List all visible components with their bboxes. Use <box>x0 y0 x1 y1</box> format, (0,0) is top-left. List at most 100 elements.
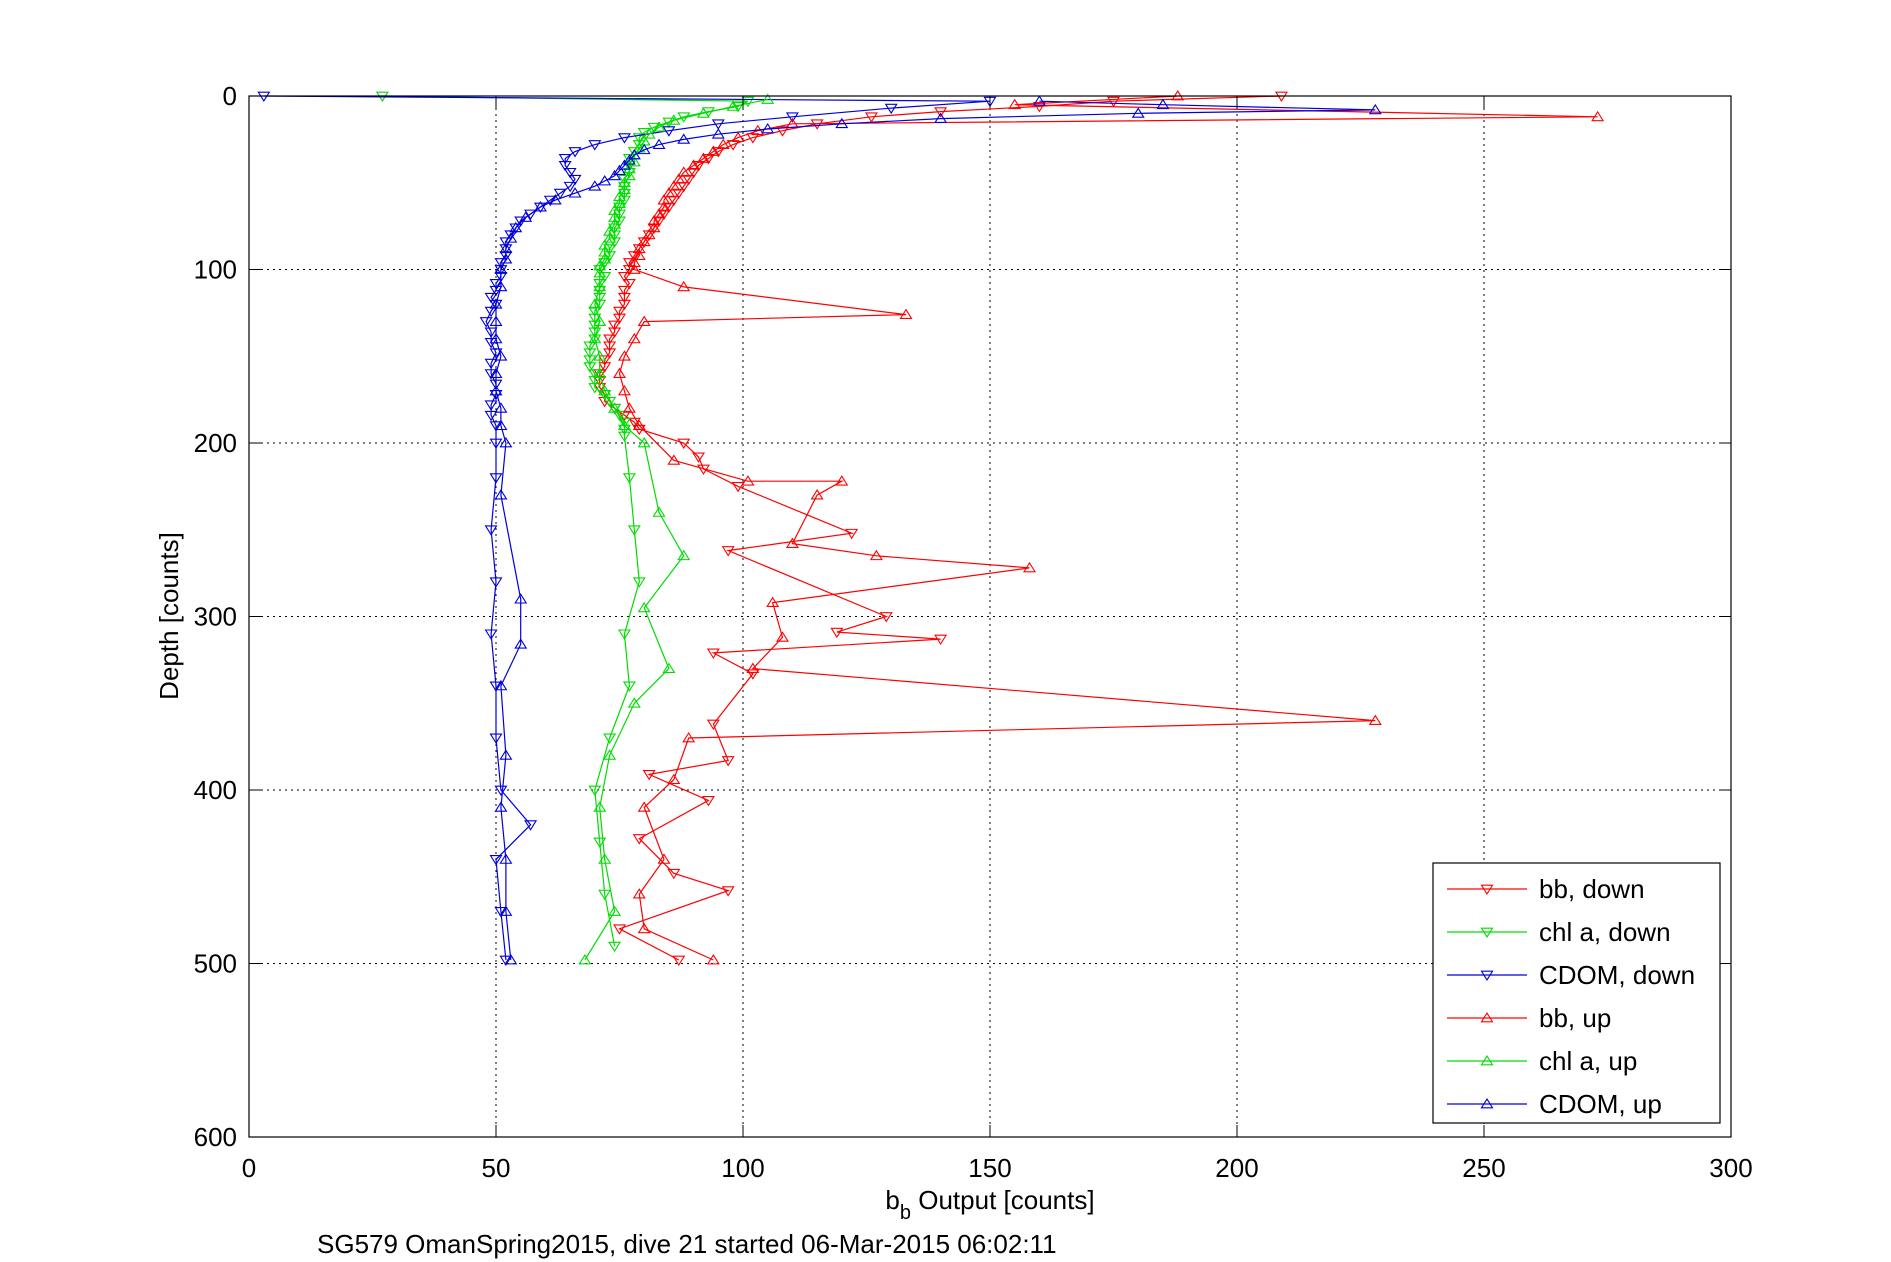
data-point <box>835 475 849 486</box>
data-point <box>761 122 775 134</box>
data-point <box>934 112 948 123</box>
data-point <box>484 292 498 304</box>
data-point <box>608 320 622 332</box>
data-point <box>652 506 666 517</box>
y-tick-label: 200 <box>194 428 237 458</box>
data-point <box>810 489 824 500</box>
data-point <box>588 785 602 796</box>
data-point <box>588 369 602 380</box>
data-point <box>637 922 651 934</box>
data-point <box>721 756 735 767</box>
data-point <box>662 187 676 198</box>
x-tick-label: 100 <box>721 1153 764 1183</box>
data-point <box>632 133 646 144</box>
data-point <box>632 577 646 588</box>
data-point <box>489 733 503 744</box>
data-point <box>484 327 498 338</box>
data-point <box>608 941 622 953</box>
y-axis-ticks: 0 100 200 300 400 500 600 <box>194 81 1731 1152</box>
data-point <box>667 114 681 125</box>
data-point <box>603 334 617 345</box>
data-point <box>593 350 607 361</box>
data-point <box>647 214 661 226</box>
legend-item: bb, up <box>1447 1003 1611 1033</box>
data-point <box>766 596 780 608</box>
data-point <box>568 187 582 198</box>
x-tick-label: 0 <box>242 1153 256 1183</box>
data-point <box>622 278 636 290</box>
data-point <box>613 197 626 208</box>
data-point <box>637 315 651 326</box>
data-point <box>622 154 636 165</box>
y-tick-label: 500 <box>194 949 237 979</box>
data-point <box>627 149 641 160</box>
data-point <box>830 627 844 639</box>
y-tick-label: 600 <box>194 1122 237 1152</box>
data-point <box>489 299 503 311</box>
data-point <box>726 100 740 111</box>
data-point <box>608 403 622 415</box>
data-point <box>558 154 572 165</box>
data-point <box>598 384 612 396</box>
data-point <box>706 648 720 659</box>
data-point <box>810 119 824 130</box>
x-axis-label-subscript: b <box>900 1202 911 1224</box>
data-point <box>617 272 631 283</box>
data-point <box>652 121 666 132</box>
series-line <box>495 100 1376 961</box>
data-point <box>617 183 631 195</box>
data-point <box>603 733 617 744</box>
data-point <box>617 384 631 396</box>
data-point <box>499 853 513 864</box>
data-point <box>785 537 799 549</box>
data-point <box>776 631 790 642</box>
y-tick-label: 0 <box>223 81 237 111</box>
data-point <box>934 107 948 118</box>
data-point <box>583 362 597 373</box>
x-axis-ticks: 0 50 100 150 200 250 300 <box>242 96 1753 1183</box>
data-point <box>613 313 626 325</box>
data-point <box>622 473 636 484</box>
data-point <box>499 437 513 448</box>
data-point <box>642 769 656 781</box>
data-point <box>608 327 622 338</box>
data-point <box>622 162 636 174</box>
legend-marker <box>1480 1098 1494 1109</box>
y-tick-label: 300 <box>194 602 237 632</box>
data-point <box>776 126 790 137</box>
data-point <box>514 638 528 649</box>
data-point <box>588 313 602 325</box>
data-point <box>647 122 661 134</box>
data-point <box>632 834 646 845</box>
data-point <box>593 315 607 326</box>
legend-item: bb, down <box>1447 874 1645 904</box>
data-point <box>578 954 592 965</box>
data-point <box>706 719 720 731</box>
data-point <box>519 211 533 222</box>
data-point <box>622 681 636 692</box>
data-point <box>1131 107 1145 118</box>
data-point <box>667 773 681 784</box>
data-point <box>489 438 503 449</box>
data-point <box>711 119 725 130</box>
data-point <box>617 133 631 144</box>
data-point <box>558 161 572 172</box>
data-point <box>613 306 626 318</box>
data-point <box>583 348 597 359</box>
data-point <box>484 369 498 380</box>
data-point <box>632 419 646 431</box>
data-point <box>489 421 503 432</box>
series-cdom-up <box>489 95 1382 965</box>
data-point <box>598 362 612 373</box>
data-point <box>1156 98 1170 110</box>
data-point <box>657 209 671 220</box>
data-point <box>721 886 735 897</box>
data-point <box>608 905 622 916</box>
series-layer <box>257 90 1605 967</box>
data-point <box>499 244 513 255</box>
data-point <box>864 112 878 123</box>
legend-item: chl a, up <box>1447 1046 1637 1076</box>
data-point <box>613 924 626 935</box>
data-point <box>608 169 622 181</box>
